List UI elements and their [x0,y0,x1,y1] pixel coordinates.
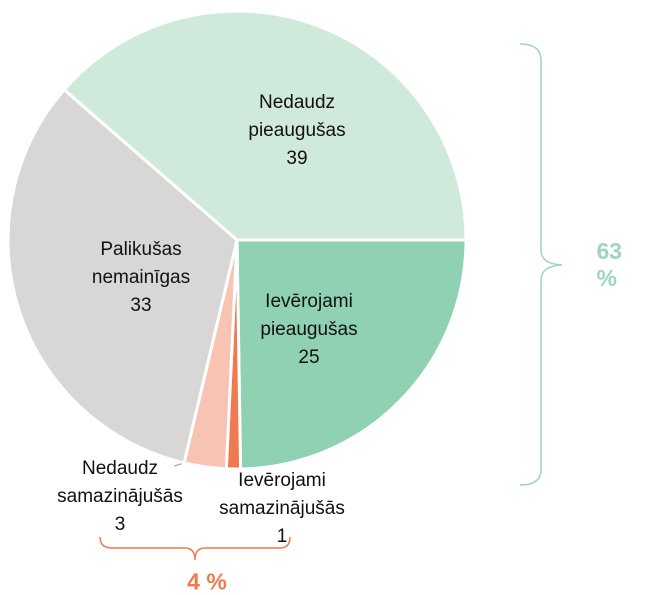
pie-slice [6,87,239,465]
pie-slice [62,9,468,242]
value-label: 39 [286,148,308,169]
bracket-bottom [99,536,291,561]
value-label: 25 [298,347,320,368]
annotation: 4 % [187,568,227,595]
value-label: 3 [114,514,126,535]
slice-label: Palikušas nemainīgas 33 [71,236,211,320]
slice-label: Ievērojami pieaugušas 25 [244,288,374,372]
category-label: Ievērojami pieaugušas [260,291,358,340]
annotation: 63 % [596,238,623,291]
value-label: 33 [130,295,152,316]
category-label: Palikušas nemainīgas [91,239,191,288]
slice-label: Ievērojami samazinājušās 1 [207,467,357,551]
slice-label: Nedaudz pieaugušas 39 [232,89,362,173]
category-label: Nedaudz pieaugušas [248,92,346,141]
category-label: Nedaudz samazinājušās [57,458,183,507]
bracket-right [519,43,563,486]
category-label: Ievērojami samazinājušās [219,470,345,519]
value-label: 1 [276,526,288,547]
slice-label: Nedaudz samazinājušās 3 [45,455,195,539]
pie-slice [235,238,468,471]
